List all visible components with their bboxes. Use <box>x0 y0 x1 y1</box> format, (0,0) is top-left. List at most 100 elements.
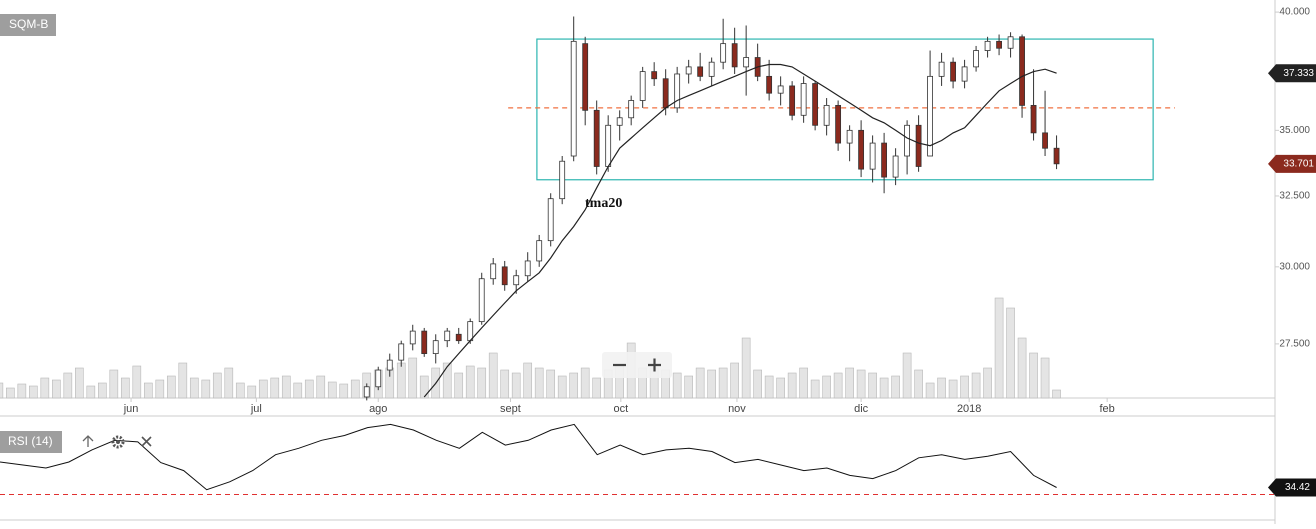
volume-bar <box>718 367 728 399</box>
rsi-line <box>0 423 1057 491</box>
volume-bar <box>6 387 15 399</box>
volume-bar <box>465 365 475 399</box>
volume-bar <box>419 375 429 399</box>
candle-body <box>835 104 842 144</box>
volume-bar <box>86 385 96 399</box>
volume-bar <box>281 375 291 399</box>
x-tick-label: sept <box>500 403 521 415</box>
candle-body <box>490 263 497 280</box>
x-tick-label: ago <box>369 403 387 415</box>
zoom-in-button[interactable] <box>648 358 661 372</box>
volume-bar <box>1017 337 1027 399</box>
candle-body <box>915 124 922 167</box>
volume-bar <box>741 337 751 399</box>
volume-bar <box>914 369 923 399</box>
volume-bar <box>557 375 567 399</box>
volume-bar <box>40 377 50 399</box>
candle-body <box>812 83 819 126</box>
y-tick-label: 30.000 <box>1279 261 1310 272</box>
volume-bar <box>224 367 234 399</box>
candle-body <box>1042 132 1048 149</box>
candle-body <box>743 57 750 68</box>
volume-bar <box>822 375 831 399</box>
price-tag-label: 33.701 <box>1283 158 1314 169</box>
volume-bar <box>994 297 1004 399</box>
volume-bar <box>327 381 337 399</box>
volume-bar <box>672 372 682 399</box>
volume-bar <box>189 377 199 399</box>
candle-body <box>639 71 646 101</box>
volume-bar <box>684 375 693 399</box>
candle-body <box>651 71 658 80</box>
candle-body <box>1030 104 1037 134</box>
candle-body <box>421 330 428 355</box>
volume-bar <box>166 375 176 399</box>
candle-body <box>444 330 451 342</box>
volume-bar <box>316 375 326 399</box>
y-tick-label: 40.000 <box>1279 7 1310 18</box>
volume-bar <box>178 362 188 399</box>
volume-bar <box>707 369 716 399</box>
volume-bar <box>1040 357 1050 399</box>
volume-bar <box>442 362 452 399</box>
volume-bar <box>120 377 130 399</box>
volume-bar <box>569 372 579 399</box>
x-tick-label: nov <box>728 403 746 415</box>
candle-body <box>1053 147 1060 165</box>
x-tick-label: feb <box>1099 403 1114 415</box>
volume-bar <box>454 372 464 399</box>
volume-bar <box>948 379 958 399</box>
candle-body <box>800 83 807 116</box>
rsi-title: RSI (14) <box>8 434 53 448</box>
volume-bar <box>201 379 211 399</box>
candle-body <box>674 73 681 109</box>
volume-bar <box>787 372 797 399</box>
x-tick-label: 2018 <box>957 403 981 415</box>
candle-body <box>996 40 1002 49</box>
volume-bar <box>925 382 935 399</box>
volume-bar <box>52 379 61 399</box>
candle-body <box>858 129 865 170</box>
volume-bar <box>856 369 866 399</box>
candle-body <box>927 75 933 157</box>
candle-body <box>593 109 600 167</box>
volume-bar <box>879 377 889 399</box>
rsi-settings-button[interactable] <box>111 435 125 449</box>
volume-bar <box>845 367 854 399</box>
volume-bar <box>488 352 498 399</box>
volume-bar <box>753 369 762 399</box>
candle-body <box>559 160 566 200</box>
symbol-badge <box>0 14 56 36</box>
candle-body <box>375 369 382 388</box>
volume-bar <box>97 382 107 399</box>
candle-body <box>938 61 945 77</box>
volume-bar <box>960 375 969 399</box>
candle-body <box>961 66 968 82</box>
volume-bar <box>1029 352 1038 399</box>
zoom-controls <box>602 352 672 378</box>
volume-bar <box>132 365 142 399</box>
rsi-up-button[interactable] <box>82 435 94 447</box>
candle-body <box>616 117 623 126</box>
candle-body <box>685 66 692 75</box>
candle-body <box>467 321 474 342</box>
volume-bar <box>63 372 73 399</box>
volume-bar <box>730 362 739 399</box>
candle-body <box>869 142 876 170</box>
volume-bar <box>511 372 521 399</box>
volume-bar <box>396 362 406 399</box>
volume-bar <box>983 367 992 399</box>
candle-body <box>547 198 554 242</box>
price-tag <box>1268 154 1316 173</box>
rsi-close-button[interactable] <box>141 436 152 447</box>
volume-bar <box>523 362 533 399</box>
rsi-tag <box>1268 478 1316 497</box>
volume-bar <box>408 357 418 399</box>
candle-body <box>570 40 577 157</box>
volume-bar <box>580 367 590 399</box>
candle-body <box>1019 36 1025 106</box>
ma-label: tma20 <box>585 196 622 211</box>
rsi-tag-label: 34.42 <box>1285 482 1310 493</box>
